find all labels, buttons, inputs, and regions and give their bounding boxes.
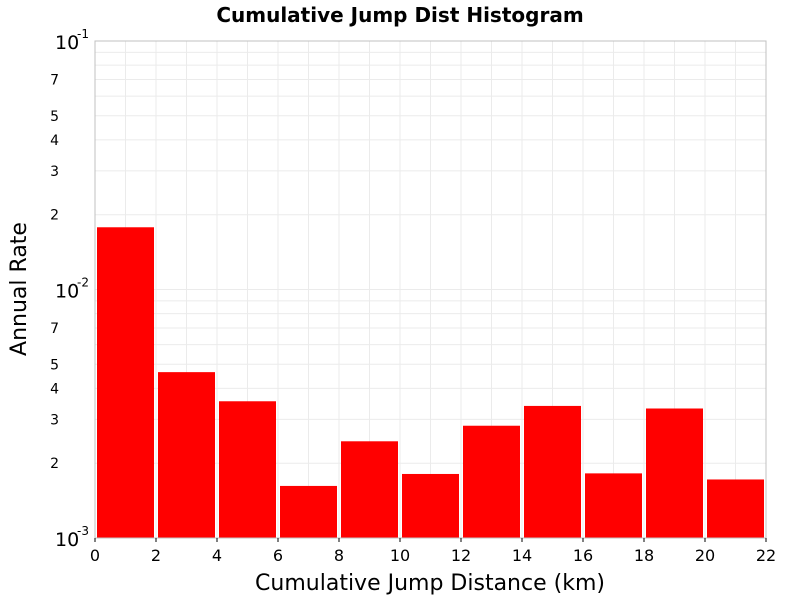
x-axis-label: Cumulative Jump Distance (km) [255,571,605,596]
histogram-bar [524,405,581,538]
histogram-bar [97,227,154,538]
histogram-bar [646,408,703,538]
y-major-tick-exponent: -1 [77,27,89,41]
x-axis-ticks: 0 2 4 6 8 10 12 14 16 18 20 22 [90,538,776,565]
x-tick-label: 2 [151,546,161,565]
y-minor-tick-label: 4 [50,133,59,149]
y-minor-tick-label: 7 [50,321,59,337]
x-tick-label: 0 [90,546,100,565]
y-major-tick-exponent: -3 [77,524,89,538]
y-minor-tick-label: 2 [50,208,59,224]
y-major-tick-label: 10 [55,32,79,54]
y-minor-tick-label: 4 [50,381,59,397]
x-tick-label: 18 [634,546,654,565]
histogram-bar [219,401,276,538]
histogram-bar [280,485,337,538]
x-tick-label: 14 [512,546,532,565]
y-minor-tick-label: 2 [50,456,59,472]
x-tick-label: 20 [695,546,715,565]
y-minor-tick-label: 5 [50,357,59,373]
x-tick-label: 8 [334,546,344,565]
histogram-bar [158,372,215,538]
y-major-tick-exponent: -2 [77,276,89,290]
x-tick-label: 12 [451,546,471,565]
x-tick-label: 22 [756,546,776,565]
y-major-tick-label: 10 [55,281,79,303]
y-axis-label: Annual Rate [7,222,32,356]
x-tick-label: 10 [390,546,410,565]
chart-title: Cumulative Jump Dist Histogram [216,3,583,27]
histogram-bar [402,473,459,538]
y-minor-tick-label: 7 [50,72,59,88]
y-minor-tick-label: 3 [50,164,59,180]
histogram-bar [341,441,398,538]
histogram-bar [463,425,520,538]
histogram-bar [707,479,764,538]
y-minor-tick-label: 3 [50,412,59,428]
x-tick-label: 4 [212,546,222,565]
x-tick-label: 16 [573,546,593,565]
bars [97,227,764,538]
y-major-tick-label: 10 [55,529,79,551]
plot-frame [94,40,767,539]
y-minor-tick-label: 5 [50,109,59,125]
x-tick-label: 6 [273,546,283,565]
histogram-bar [585,473,642,538]
